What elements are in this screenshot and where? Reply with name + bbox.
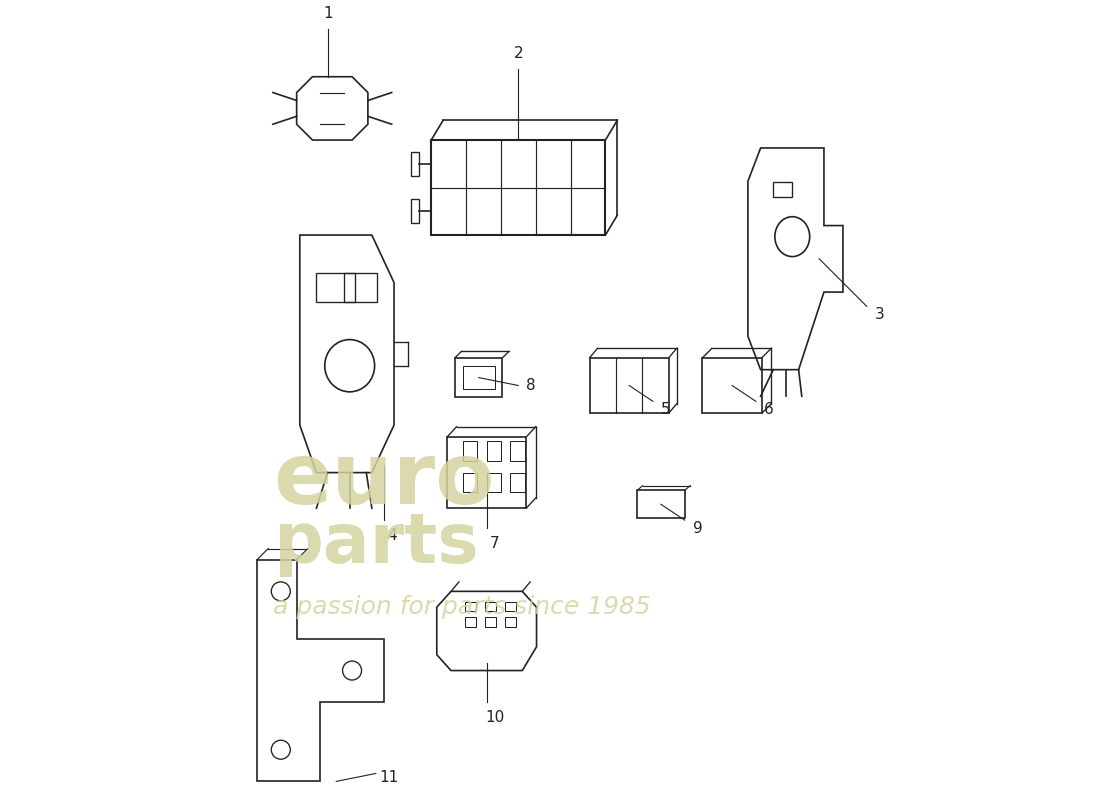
Bar (455, 358, 503, 398)
Text: parts: parts (273, 510, 478, 578)
Bar (463, 366, 495, 390)
Text: 9: 9 (693, 521, 702, 535)
Text: 2: 2 (514, 46, 524, 61)
Text: 1: 1 (323, 6, 333, 22)
Bar (773, 182, 792, 197)
Bar (510, 473, 525, 492)
Bar (485, 618, 496, 627)
Bar (431, 140, 605, 235)
Text: 11: 11 (379, 770, 399, 785)
Bar (590, 358, 669, 414)
Text: 5: 5 (661, 402, 671, 417)
Bar (486, 473, 500, 492)
Bar (510, 441, 525, 461)
Bar (465, 602, 476, 611)
Bar (703, 358, 762, 414)
Bar (463, 473, 477, 492)
Text: euro: euro (273, 439, 494, 522)
Text: 3: 3 (874, 306, 884, 322)
Text: 10: 10 (485, 710, 504, 725)
Bar (637, 490, 684, 518)
Text: 7: 7 (490, 536, 499, 551)
Text: 6: 6 (763, 402, 773, 417)
Bar (317, 273, 355, 302)
Bar (344, 273, 377, 302)
Text: a passion for parts since 1985: a passion for parts since 1985 (273, 595, 650, 619)
Bar (447, 437, 526, 508)
Bar (465, 618, 476, 627)
Bar (411, 199, 419, 223)
Bar (486, 441, 500, 461)
Bar (485, 602, 496, 611)
Text: 4: 4 (387, 528, 396, 543)
Bar (463, 441, 477, 461)
Text: 8: 8 (526, 378, 536, 393)
Bar (505, 602, 516, 611)
Bar (505, 618, 516, 627)
Bar (411, 152, 419, 176)
